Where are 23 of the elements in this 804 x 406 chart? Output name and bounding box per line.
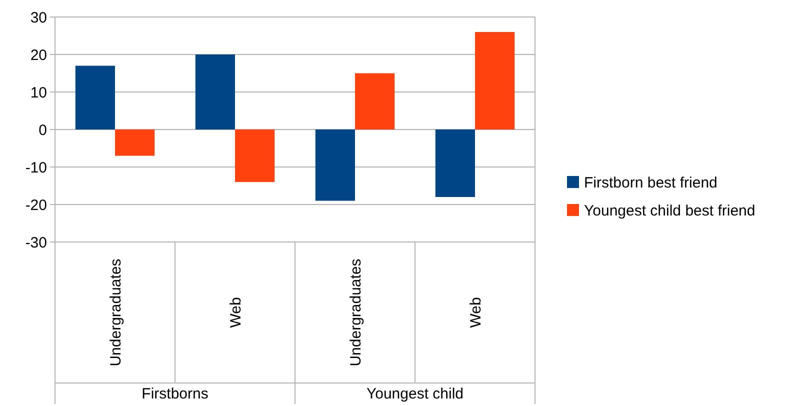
bar <box>235 130 275 182</box>
text: Firstborns <box>142 385 208 402</box>
text: Youngest child <box>366 385 464 402</box>
bar <box>115 130 155 156</box>
bar <box>75 66 115 130</box>
bar <box>315 130 355 201</box>
x-tick-label: Undergraduates <box>347 258 364 366</box>
legend-label: Firstborn best friend <box>584 174 718 192</box>
y-tick-label: 30 <box>30 9 47 26</box>
bar <box>435 130 475 197</box>
y-tick-label: 0 <box>38 122 47 139</box>
bar <box>355 73 395 130</box>
y-tick-label: 10 <box>30 84 47 102</box>
legend-label: Youngest child best friend <box>584 202 756 220</box>
x-tick-label: Web <box>467 297 484 328</box>
bar <box>475 32 515 130</box>
y-tick-label: 20 <box>30 46 47 64</box>
y-tick-label: -20 <box>25 196 47 214</box>
y-tick-label: -10 <box>25 159 47 176</box>
bar <box>195 54 235 130</box>
y-tick-label: -30 <box>25 234 47 252</box>
x-tick-label: Web <box>227 297 244 328</box>
x-tick-label: Undergraduates <box>107 258 124 366</box>
